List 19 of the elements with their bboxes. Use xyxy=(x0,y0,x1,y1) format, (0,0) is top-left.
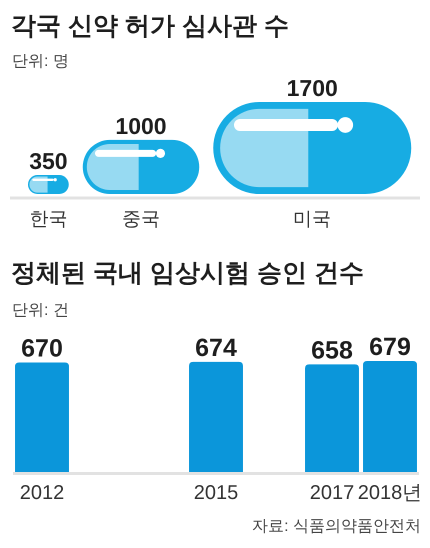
category: 미국 xyxy=(293,209,332,230)
tick-label: 2015 xyxy=(194,482,238,504)
data-label: 1700 xyxy=(286,75,338,101)
annotation: 자료: 식품의약품안전처 xyxy=(252,518,421,535)
tick-label: 2017 xyxy=(310,482,354,504)
title: 각국 신약 허가 심사관 수 xyxy=(11,12,289,40)
tick-label: 2012 xyxy=(20,482,64,504)
data-label: 674 xyxy=(195,334,237,362)
tick-label: 2018년 xyxy=(358,482,422,504)
subtitle: 단위: 명 xyxy=(12,53,69,70)
category: 중국 xyxy=(122,209,160,230)
data-label: 679 xyxy=(369,333,411,361)
category: 한국 xyxy=(29,209,68,230)
title: 정체된 국내 임상시험 승인 건수 xyxy=(11,259,364,287)
data-label: 1000 xyxy=(115,112,167,139)
subtitle: 단위: 건 xyxy=(12,302,69,319)
data-label: 658 xyxy=(311,336,353,364)
data-label: 350 xyxy=(29,148,68,174)
data-label: 670 xyxy=(21,334,63,362)
